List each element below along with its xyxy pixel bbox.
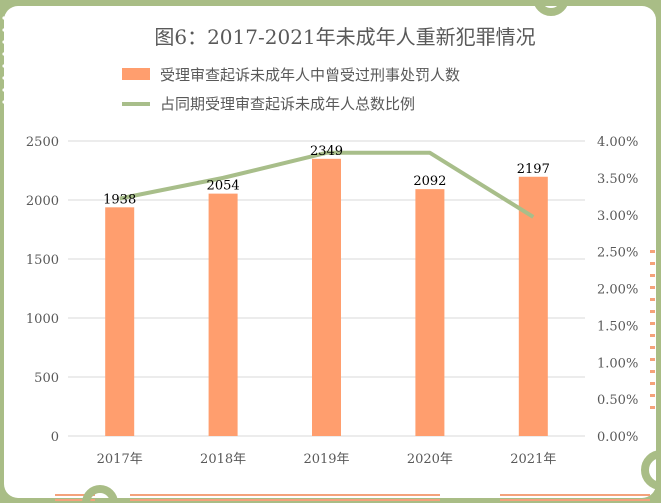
bar bbox=[105, 207, 135, 436]
y-right-tick-label: 0.00% bbox=[597, 430, 638, 445]
data-labels: 1938 2054 2349 2092 2197 bbox=[103, 144, 550, 207]
bar-data-label: 2197 bbox=[517, 162, 550, 177]
legend-line-label: 占同期受理审查起诉未成年人总数比例 bbox=[160, 95, 415, 113]
y-axis-right: 0.00% 0.50% 1.00% 1.50% 2.00% 2.50% 3.00% 3.50%… bbox=[597, 135, 638, 445]
y-left-tick-label: 2000 bbox=[26, 194, 59, 209]
bar-data-label: 2349 bbox=[310, 144, 343, 159]
bottom-stripes bbox=[55, 494, 650, 501]
bar bbox=[312, 158, 341, 436]
y-right-tick-label: 3.50% bbox=[597, 172, 638, 187]
bar-data-label: 1938 bbox=[103, 192, 136, 207]
y-axis-left: 0 500 1000 1500 2000 2500 bbox=[26, 135, 59, 445]
x-tick-label: 2017年 bbox=[97, 452, 143, 467]
y-left-tick-label: 500 bbox=[34, 371, 59, 386]
y-right-tick-label: 3.00% bbox=[597, 209, 638, 224]
bar bbox=[208, 193, 238, 436]
line-series bbox=[119, 150, 535, 219]
bar-data-label: 2054 bbox=[207, 179, 240, 194]
y-right-tick-label: 2.50% bbox=[597, 246, 638, 261]
corner-ring-bottom-right bbox=[641, 450, 661, 490]
y-right-tick-label: 1.50% bbox=[597, 319, 638, 334]
corner-ring-top-right bbox=[533, 0, 569, 16]
y-left-tick-label: 2500 bbox=[26, 135, 59, 150]
legend-bar-swatch bbox=[122, 68, 150, 80]
x-axis: 2017年 2018年 2019年 2020年 2021年 bbox=[97, 452, 557, 467]
x-tick-label: 2019年 bbox=[303, 452, 349, 467]
x-tick-label: 2018年 bbox=[200, 452, 246, 467]
y-right-tick-label: 2.00% bbox=[597, 283, 638, 298]
dot-pattern bbox=[2, 16, 6, 104]
bar bbox=[518, 176, 548, 436]
legend-bar-label: 受理审查起诉未成年人中曾受过刑事处罚人数 bbox=[160, 66, 460, 84]
chart-title: 图6：2017-2021年未成年人重新犯罪情况 bbox=[154, 25, 535, 49]
y-right-tick-label: 0.50% bbox=[597, 393, 638, 408]
y-left-tick-label: 1500 bbox=[26, 253, 59, 268]
corner-ring-bottom-left bbox=[82, 485, 118, 503]
x-tick-label: 2020年 bbox=[407, 452, 453, 467]
bar-series bbox=[105, 158, 548, 436]
y-right-tick-label: 1.00% bbox=[597, 356, 638, 371]
bar bbox=[415, 189, 445, 436]
x-tick-label: 2021年 bbox=[510, 452, 556, 467]
y-left-tick-label: 0 bbox=[51, 430, 59, 445]
y-left-tick-label: 1000 bbox=[26, 312, 59, 327]
right-stripes bbox=[650, 250, 655, 409]
bar-data-label: 2092 bbox=[413, 174, 446, 189]
legend: 受理审查起诉未成年人中曾受过刑事处罚人数 占同期受理审查起诉未成年人总数比例 bbox=[122, 66, 460, 113]
y-right-tick-label: 4.00% bbox=[597, 135, 638, 150]
